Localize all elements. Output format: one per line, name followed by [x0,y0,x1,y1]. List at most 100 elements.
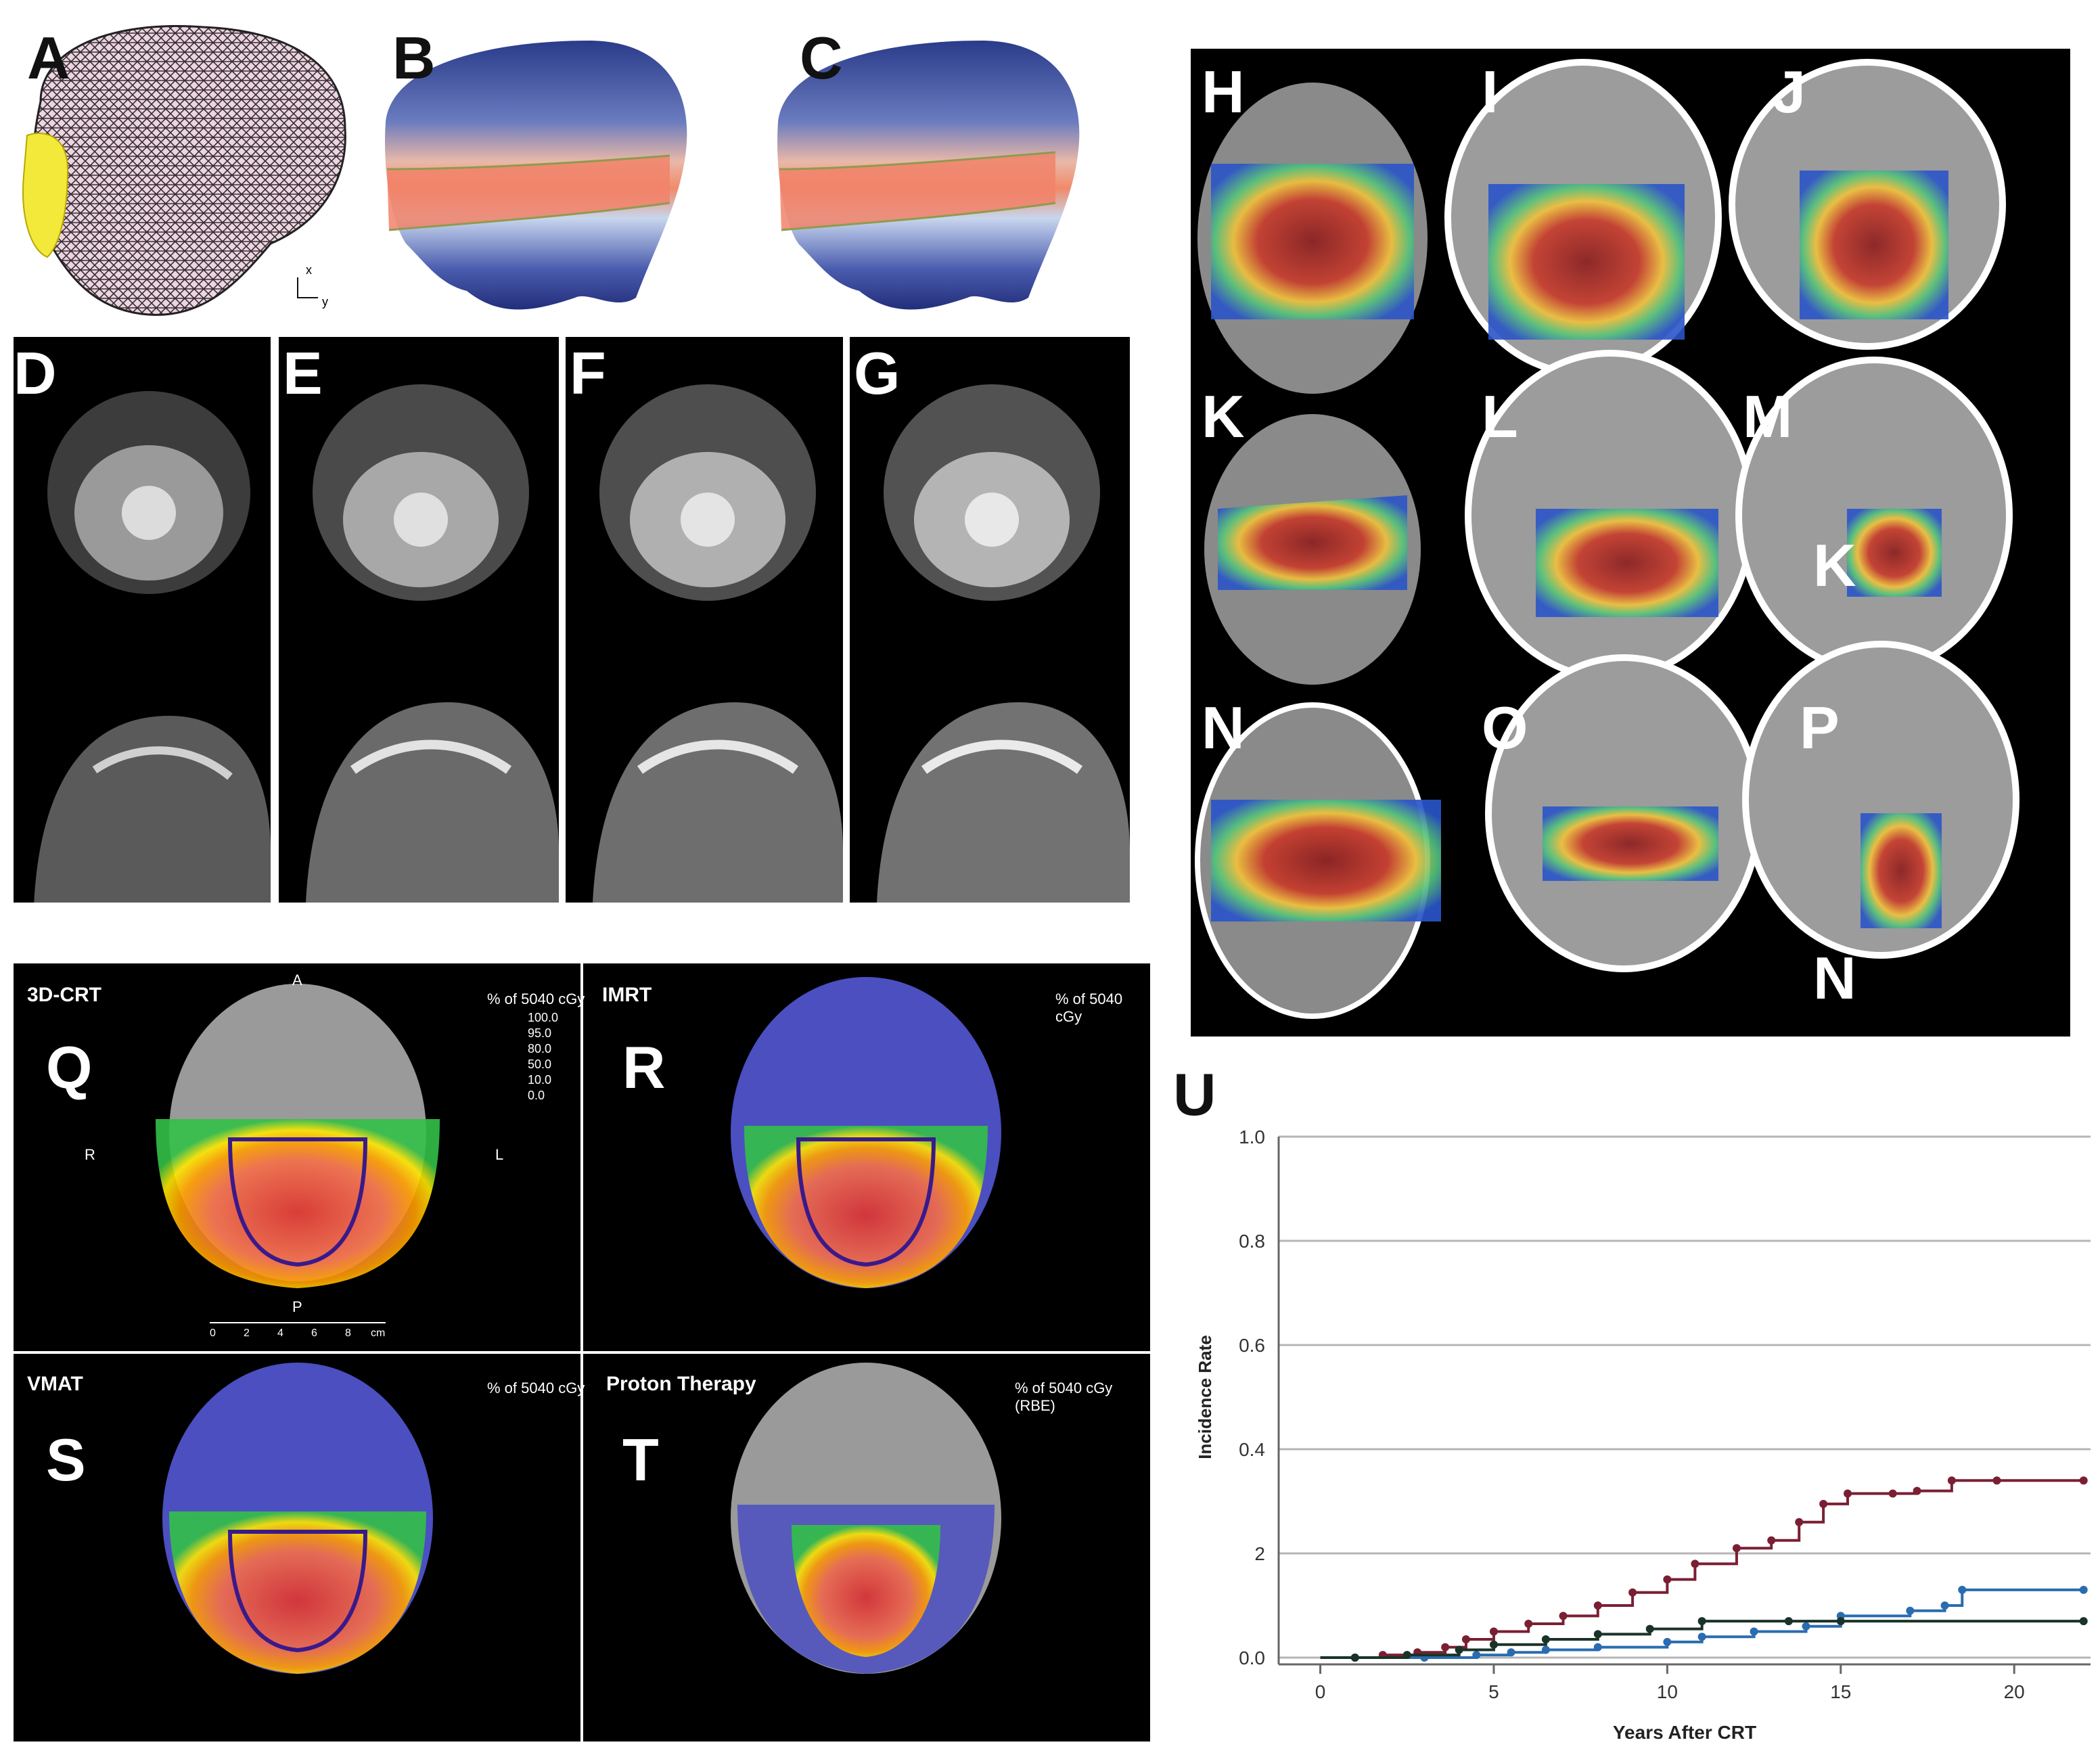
x-tick-label: 20 [2004,1681,2025,1702]
y-tick-label: 0.0 [1239,1647,1265,1668]
legend-row: 10.0 [528,1073,568,1087]
scale-tick: 2 [244,1327,250,1339]
panel-label-h: H [1202,58,1245,125]
legend-level: 0.0 [528,1089,545,1102]
data-point-red [1489,1627,1498,1636]
axis-y-glyph: y [322,295,328,309]
data-point-red [1524,1619,1533,1628]
data-point-blue [1593,1643,1602,1652]
plan-q-legend-header: % of 5040 cGy [487,991,585,1007]
mri-g-image [877,384,1130,903]
dose-map-c-image [777,41,1080,310]
incidence-chart: 0.0 2 0.4 0.6 0.8 1.0 0 5 10 15 20 Years After CRT I… [1195,1126,2091,1743]
data-point-red [1628,1588,1637,1597]
x-tick-label: 10 [1657,1681,1678,1702]
y-tick-label: 0.6 [1239,1335,1265,1356]
data-point-red [2079,1476,2088,1485]
plan-s-legend-header: % of 5040 cGy [487,1380,585,1396]
panel-label-i: I [1482,58,1499,125]
data-point-blue [1750,1627,1758,1636]
data-point-red [1992,1476,2001,1485]
data-point-black [1784,1617,1793,1626]
y-tick-label: 2 [1254,1543,1265,1564]
panel-label-k: K [1202,383,1245,450]
panel-c: C [758,0,1116,325]
data-point-red [1913,1486,1921,1495]
panel-label-c: C [800,24,843,91]
data-point-red [1441,1643,1450,1652]
data-point-black [1697,1617,1706,1626]
legend-row: 50.0 [528,1057,568,1072]
data-point-black [2079,1617,2088,1626]
brain-mesh-image: x y [22,24,346,316]
data-point-red [1819,1499,1828,1508]
data-point-black [1645,1624,1654,1633]
orient-left: L [495,1146,504,1163]
panel-label-d: D [14,340,57,407]
plan-q-title: 3D-CRT [27,984,101,1006]
scale-tick: 6 [311,1327,317,1339]
ct-dose-grid-image [1195,59,2019,1019]
orient-anterior: A [292,972,302,988]
orient-posterior: P [292,1298,302,1315]
plan-r-title: IMRT [602,984,652,1006]
data-point-black [1402,1651,1411,1660]
data-point-blue [1958,1585,1967,1594]
plan-t-legend-header: % of 5040 cGy (RBE) [1015,1380,1113,1414]
y-axis-label: Incidence Rate [1195,1335,1215,1459]
data-point-red [1732,1544,1741,1553]
x-tick-label: 15 [1830,1681,1851,1702]
data-point-red [1888,1489,1897,1498]
data-point-red [1844,1489,1852,1498]
panel-label-j: J [1773,58,1806,125]
panel-label-n: N [1202,694,1245,761]
data-point-red [1663,1575,1672,1584]
panel-label-e: E [283,340,323,407]
plan-r-legend-header: % of 5040 cGy [1055,991,1123,1025]
legend-row: 80.0 [528,1042,568,1056]
data-point-red [1593,1601,1602,1610]
data-point-black [1350,1654,1359,1662]
panel-label-o: O [1482,694,1528,761]
panel-label-m: M [1743,383,1793,450]
y-tick-label: 1.0 [1239,1126,1265,1147]
panel-label-q: Q [46,1034,93,1101]
data-point-blue [1663,1637,1672,1646]
data-point-blue [1906,1606,1915,1615]
dose-map-b-image [385,41,687,310]
inset-label-m-k: K [1813,532,1856,599]
panel-label-a: A [27,24,70,91]
axis-x-glyph: x [306,263,312,277]
data-point-blue [1507,1648,1515,1657]
data-point-red [1947,1476,1956,1485]
panel-u: U 0.0 2 0.4 0.6 0.8 1.0 0 5 10 15 20 Years After CR… [1164,1055,2100,1750]
legend-level: 10.0 [528,1073,552,1087]
data-point-blue [1541,1645,1550,1654]
panel-label-u: U [1173,1061,1216,1128]
panel-f: F [566,337,843,903]
data-point-blue [1802,1622,1810,1631]
data-point-blue [2079,1585,2088,1594]
scale-tick: 8 [345,1327,351,1339]
data-point-blue [1472,1651,1481,1660]
plan-q-legend: 100.0 95.0 80.0 50.0 10.0 0.0 [528,1011,568,1103]
inset-label-p-n: N [1813,944,1856,1011]
panel-d: D [14,337,271,903]
data-point-black [1593,1630,1602,1639]
scale-tick: 0 [210,1327,216,1339]
panel-label-l: L [1482,383,1518,450]
x-tick-label: 5 [1488,1681,1499,1702]
data-point-red [1795,1518,1804,1526]
data-point-black [1541,1635,1550,1644]
y-tick-label: 0.8 [1239,1231,1265,1252]
legend-level: 50.0 [528,1057,552,1071]
plan-s-title: VMAT [27,1373,83,1395]
plans-grid-image [14,963,1150,1741]
mri-d-image [34,391,271,903]
panel-e: E [279,337,559,903]
legend-level: 100.0 [528,1011,559,1024]
panel-a: x y A [0,0,365,325]
panel-label-b: B [392,24,436,91]
data-point-red [1767,1536,1776,1545]
scale-unit: cm [371,1327,386,1339]
